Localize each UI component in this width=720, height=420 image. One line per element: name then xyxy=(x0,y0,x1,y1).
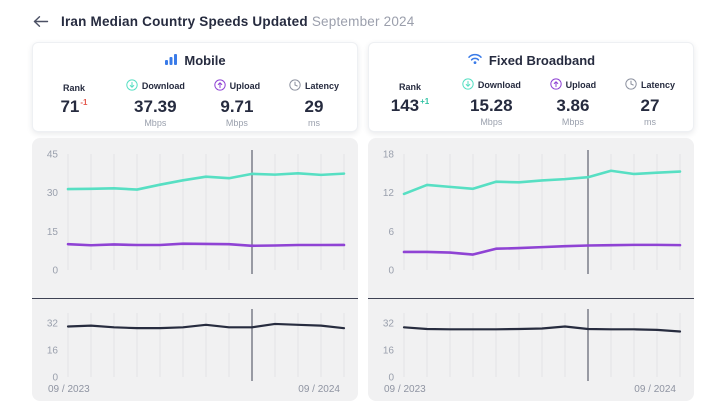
panels-row: Mobile Rank 71-1 xyxy=(0,29,720,401)
stat-latency: Latency 27 ms xyxy=(625,77,675,127)
stat-download: Download 15.28 Mbps xyxy=(462,77,521,127)
panel-mobile: Mobile Rank 71-1 xyxy=(32,42,358,401)
mobile-stats-row: Rank 71-1 Download xyxy=(51,78,339,128)
y-tick-label: 12 xyxy=(383,188,395,199)
latency-unit: ms xyxy=(307,117,320,128)
mobile-chart-card: 45 30 15 0 32 16 0 09 / 2023 09 / 2024 xyxy=(32,138,358,401)
stat-download: Download 37.39 Mbps xyxy=(126,78,185,128)
fixed-stats-row: Rank 143+1 Download xyxy=(387,77,675,127)
y-tick-label: 0 xyxy=(388,373,394,384)
latency-gauge-icon xyxy=(289,79,301,93)
fixed-panel-title-label: Fixed Broadband xyxy=(488,52,596,68)
stat-upload: Upload 3.86 Mbps xyxy=(549,77,597,127)
download-value: 37.39 xyxy=(134,97,177,116)
fixed-latency-chart[interactable]: 32 16 0 xyxy=(368,299,694,383)
y-tick-label: 0 xyxy=(52,373,58,384)
upload-icon xyxy=(549,78,562,92)
upload-line xyxy=(66,242,346,248)
rank-delta: +1 xyxy=(420,97,430,107)
fixed-stats-card: Fixed Broadband Rank 143+1 xyxy=(368,42,694,132)
rank-unit xyxy=(387,117,433,127)
fixed-speed-chart[interactable]: 18 12 6 0 xyxy=(368,138,694,298)
page-title-main: Iran Median Country Speeds Updated xyxy=(61,14,308,29)
back-arrow-icon[interactable] xyxy=(32,15,49,28)
wifi-icon xyxy=(467,52,483,68)
mobile-stats-card: Mobile Rank 71-1 xyxy=(32,42,358,132)
stat-upload: Upload 9.71 Mbps xyxy=(213,78,261,128)
download-unit: Mbps xyxy=(144,117,167,128)
rank-label: Rank xyxy=(398,82,421,92)
mobile-x-axis-labels: 09 / 2023 09 / 2024 xyxy=(32,383,358,401)
upload-label: Upload xyxy=(565,80,597,90)
y-tick-label: 6 xyxy=(388,227,394,238)
fixed-x-axis-labels: 09 / 2023 09 / 2024 xyxy=(368,383,694,401)
y-tick-label: 45 xyxy=(47,150,59,161)
download-line xyxy=(402,169,682,196)
fixed-chart-card: 18 12 6 0 32 16 0 09 / 2023 09 / 2024 xyxy=(368,138,694,401)
mobile-panel-title-label: Mobile xyxy=(184,53,226,68)
download-icon xyxy=(126,79,138,93)
fixed-panel-title: Fixed Broadband xyxy=(387,52,675,68)
stat-rank: Rank 71-1 xyxy=(51,78,97,128)
latency-value: 27 xyxy=(640,96,660,115)
page-header: Iran Median Country Speeds Updated Septem… xyxy=(0,0,720,29)
download-icon xyxy=(462,78,474,92)
rank-value: 71-1 xyxy=(60,97,88,116)
download-unit: Mbps xyxy=(480,116,503,127)
x-axis-start-label: 09 / 2023 xyxy=(384,384,426,395)
rank-unit xyxy=(51,118,97,128)
latency-value: 29 xyxy=(304,97,324,116)
page-title-date: September 2024 xyxy=(311,14,415,29)
upload-value: 3.86 xyxy=(556,96,590,115)
stat-rank: Rank 143+1 xyxy=(387,77,433,127)
y-tick-label: 0 xyxy=(52,266,58,277)
latency-label: Latency xyxy=(304,81,339,91)
upload-icon xyxy=(213,79,226,93)
download-label: Download xyxy=(141,81,185,91)
latency-gauge-icon xyxy=(625,78,637,92)
chart-divider xyxy=(368,298,694,299)
y-tick-label: 18 xyxy=(383,150,395,161)
page-title: Iran Median Country Speeds Updated Septem… xyxy=(61,14,414,29)
download-line xyxy=(66,172,346,191)
mobile-latency-chart[interactable]: 32 16 0 xyxy=(32,299,358,383)
rank-label: Rank xyxy=(62,83,85,93)
rank-delta: -1 xyxy=(80,98,88,108)
latency-line xyxy=(66,322,346,330)
y-tick-label: 30 xyxy=(47,188,59,199)
upload-unit: Mbps xyxy=(561,116,584,127)
mobile-speed-chart[interactable]: 45 30 15 0 xyxy=(32,138,358,298)
y-tick-label: 32 xyxy=(47,319,59,330)
signal-bars-icon xyxy=(164,52,178,69)
x-axis-start-label: 09 / 2023 xyxy=(48,384,90,395)
panel-fixed-broadband: Fixed Broadband Rank 143+1 xyxy=(368,42,694,401)
y-tick-label: 16 xyxy=(383,346,395,357)
mobile-panel-title: Mobile xyxy=(51,52,339,69)
stat-latency: Latency 29 ms xyxy=(289,78,339,128)
y-tick-label: 0 xyxy=(388,266,394,277)
x-axis-end-label: 09 / 2024 xyxy=(298,384,340,395)
upload-unit: Mbps xyxy=(225,117,248,128)
y-tick-label: 15 xyxy=(47,227,59,238)
download-value: 15.28 xyxy=(470,96,513,115)
chart-divider xyxy=(32,298,358,299)
latency-unit: ms xyxy=(643,116,656,127)
y-tick-label: 16 xyxy=(47,346,59,357)
upload-value: 9.71 xyxy=(220,97,254,116)
upload-label: Upload xyxy=(229,81,261,91)
upload-line xyxy=(402,243,682,256)
x-axis-end-label: 09 / 2024 xyxy=(634,384,676,395)
latency-label: Latency xyxy=(640,80,675,90)
download-label: Download xyxy=(477,80,521,90)
y-tick-label: 32 xyxy=(383,319,395,330)
latency-line xyxy=(402,325,682,333)
rank-value: 143+1 xyxy=(390,96,430,115)
